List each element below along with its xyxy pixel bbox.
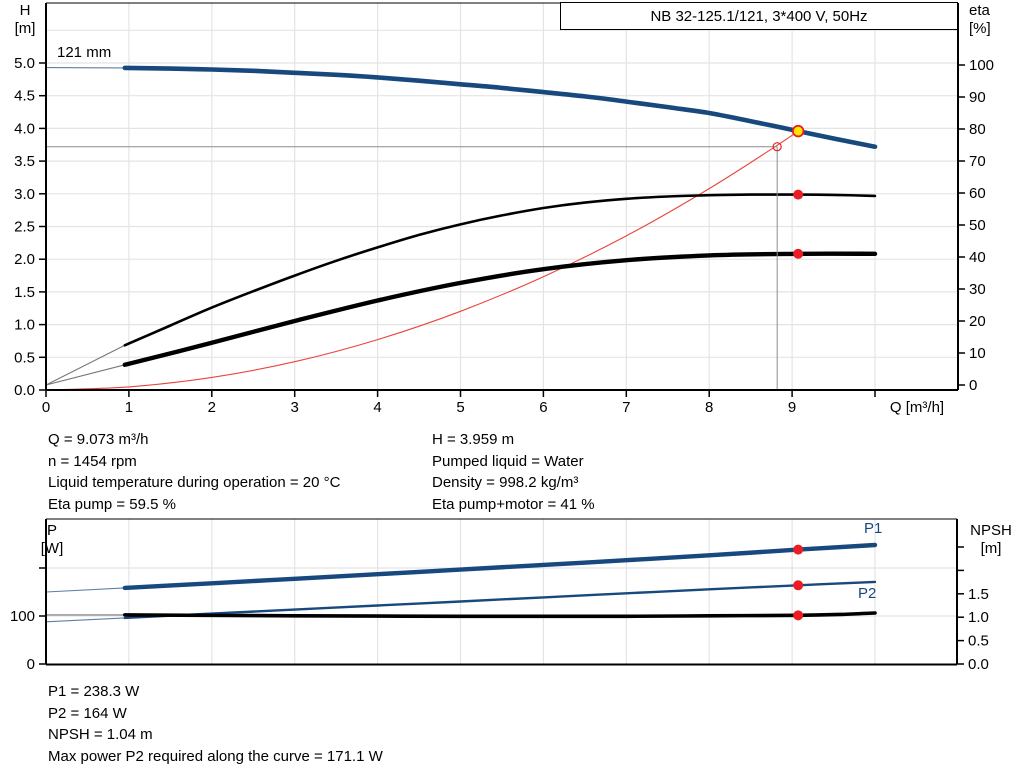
tick-label-right: 50 — [969, 217, 986, 234]
tick-label-x: 9 — [788, 399, 796, 416]
p2-curve-label: P2 — [858, 585, 877, 602]
info-eta-pump-motor: Eta pump+motor = 41 % — [432, 496, 595, 514]
p1-duty-dot — [793, 544, 804, 555]
tick-label-right: 60 — [969, 185, 986, 202]
info-eta-pump: Eta pump = 59.5 % — [48, 496, 176, 514]
power-axis-unit: [W] — [40, 540, 64, 557]
info-npsh: NPSH = 1.04 m — [48, 726, 153, 744]
power-axis-name: P — [46, 522, 57, 539]
npsh-axis-title: NPSH [m] — [962, 522, 1020, 558]
tick-label-x: 6 — [539, 399, 547, 416]
tick-label-left: 100 — [10, 608, 35, 625]
tick-label-x: 5 — [456, 399, 464, 416]
tick-label-right: 10 — [969, 345, 986, 362]
eta-pump-motor-duty-dot — [793, 248, 804, 259]
head-axis-name: H — [19, 2, 31, 19]
curve-eta-pump-motor-curve-thin — [45, 364, 125, 386]
info-p1: P1 = 238.3 W — [48, 683, 140, 700]
x-axis-label: Q [m³/h] — [890, 399, 944, 416]
p1-curve-label: P1 — [864, 520, 883, 537]
tick-label-right: 30 — [969, 281, 986, 298]
performance-chart: 0.00.51.01.52.02.53.03.54.04.55.00102030… — [14, 2, 994, 416]
npsh-axis-name: NPSH — [970, 522, 1012, 539]
eta-axis-unit: [%] — [969, 20, 991, 37]
eta-axis-name: eta — [969, 2, 990, 19]
power-axis-title: P [W] — [32, 522, 72, 558]
curve-p2-curve-thin — [45, 617, 125, 623]
tick-label-x: 0 — [42, 399, 50, 416]
tick-label-left: 0.5 — [14, 349, 35, 366]
info-q: Q = 9.073 m³/h — [48, 431, 149, 448]
power-npsh-chart: 0 100 0.0 0.5 1.0 1.5 — [10, 518, 989, 673]
curve-system-curve — [45, 130, 799, 391]
info-density: Density = 998.2 kg/m³ — [432, 474, 579, 492]
eta-axis-title: eta [%] — [969, 2, 1019, 38]
tick-label-x: 2 — [208, 399, 216, 416]
tick-label-x: 3 — [291, 399, 299, 416]
duty-info-right: H = 3.959 m Pumped liquid = Water Densit… — [432, 429, 595, 516]
curve-p1-curve-thin — [45, 587, 125, 593]
duty-info-left: Q = 9.073 m³/h n = 1454 rpm Liquid tempe… — [48, 429, 340, 516]
tick-label-left: 3.0 — [14, 186, 35, 203]
tick-label-right: 1.5 — [968, 586, 989, 603]
tick-label-right: 0.5 — [968, 633, 989, 650]
requested-duty-point — [772, 142, 782, 152]
tick-label-left: 2.0 — [14, 251, 35, 268]
npsh-axis-unit: [m] — [980, 540, 1002, 557]
tick-label-left: 1.5 — [14, 284, 35, 301]
tick-label-x: 4 — [373, 399, 381, 416]
tick-label-x: 8 — [705, 399, 713, 416]
tick-label-left: 4.0 — [14, 120, 35, 137]
impeller-diameter-label: 121 mm — [57, 44, 112, 61]
tick-label-right: 70 — [969, 153, 986, 170]
tick-label-left: 4.5 — [14, 88, 35, 105]
tick-label-right: 1.0 — [968, 609, 989, 626]
tick-label-left: 5.0 — [14, 55, 35, 72]
curve-eta-pump-curve — [123, 193, 877, 347]
curve-npsh-curve — [123, 611, 877, 619]
head-axis-title: H [m] — [5, 2, 45, 38]
info-n: n = 1454 rpm — [48, 452, 137, 470]
tick-label-left: 1.0 — [14, 317, 35, 334]
curve-head-curve — [122, 65, 878, 149]
tick-label-left: 3.5 — [14, 153, 35, 170]
curve-eta-pump-curve-thin — [45, 344, 126, 386]
tick-label-right: 20 — [969, 313, 986, 330]
pump-title: NB 32-125.1/121, 3*400 V, 50Hz — [650, 7, 868, 25]
info-max-p2: Max power P2 required along the curve = … — [48, 748, 383, 766]
tick-label-left: 0.0 — [14, 382, 35, 399]
tick-label-x: 7 — [622, 399, 630, 416]
tick-label-right: 0 — [969, 377, 977, 394]
tick-label-right: 80 — [969, 121, 986, 138]
tick-label-left: 2.5 — [14, 219, 35, 236]
info-p2: P2 = 164 W — [48, 704, 127, 722]
info-h: H = 3.959 m — [432, 431, 515, 448]
tick-label-right: 100 — [969, 57, 994, 74]
p2-duty-dot — [793, 580, 804, 591]
info-liquid-temp: Liquid temperature during operation = 20… — [48, 474, 341, 492]
curve-p2-curve — [123, 580, 877, 620]
duty-point — [791, 124, 805, 138]
tick-label-right: 90 — [969, 89, 986, 106]
eta-pump-duty-dot — [793, 189, 804, 200]
info-pumped-liquid: Pumped liquid = Water — [432, 452, 584, 470]
tick-label-left: 0 — [27, 656, 35, 673]
curve-p1-curve — [122, 542, 878, 591]
tick-label-x: 1 — [125, 399, 133, 416]
head-axis-unit: [m] — [14, 20, 36, 37]
power-info-block: P1 = 238.3 W P2 = 164 W NPSH = 1.04 m Ma… — [48, 681, 383, 768]
tick-label-right: 40 — [969, 249, 986, 266]
npsh-duty-dot — [793, 610, 804, 621]
curve-eta-pump-motor-curve — [122, 251, 878, 367]
pump-title-box: NB 32-125.1/121, 3*400 V, 50Hz — [560, 2, 958, 30]
tick-label-right: 0.0 — [968, 656, 989, 673]
